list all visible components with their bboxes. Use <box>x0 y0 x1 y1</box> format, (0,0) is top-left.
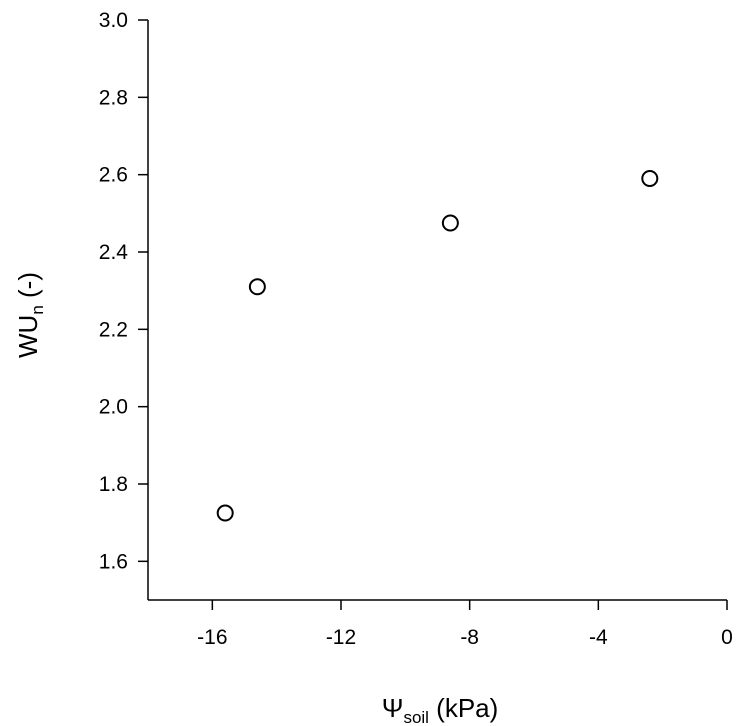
x-tick-label: -4 <box>589 626 608 649</box>
y-tick-label: 2.0 <box>99 396 128 419</box>
y-tick-label: 1.6 <box>99 550 128 573</box>
x-tick-label: -16 <box>197 626 227 649</box>
ticks: 1.6 1.8 2.0 2.2 2.4 2.6 2.8 3.0 -16 -12 -8 -4 0 <box>99 9 733 649</box>
y-tick-label: 1.8 <box>99 473 128 496</box>
y-axis-title: WUn (-) <box>13 272 47 358</box>
y-tick-label: 2.2 <box>99 318 128 341</box>
x-tick-label: 0 <box>721 626 733 649</box>
x-tick-label: -12 <box>326 626 356 649</box>
data-points <box>216 170 659 522</box>
y-tick-label: 3.0 <box>99 9 128 32</box>
data-point <box>216 504 234 522</box>
x-axis-title: Ψsoil (kPa) <box>382 693 499 726</box>
y-tick-label: 2.6 <box>99 164 128 187</box>
axes <box>147 20 727 601</box>
y-tick-label: 2.4 <box>99 241 129 264</box>
x-tick-label: -8 <box>460 626 479 649</box>
data-point <box>248 278 266 296</box>
y-tick-label: 2.8 <box>99 86 128 109</box>
data-point <box>641 170 659 188</box>
data-point <box>441 214 459 232</box>
